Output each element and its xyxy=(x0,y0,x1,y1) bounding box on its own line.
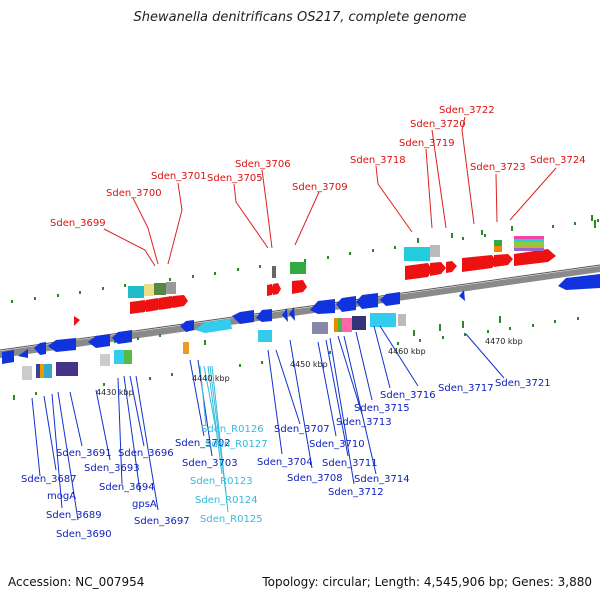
gene-label[interactable]: Sden_3715 xyxy=(354,403,410,414)
gene-sden-3704[interactable] xyxy=(232,310,254,324)
gene-sden-3706a[interactable] xyxy=(267,284,274,296)
leader-lines-bottom xyxy=(31,325,505,521)
gene-sden-3701b[interactable] xyxy=(173,295,188,308)
gene-sden-3706b[interactable] xyxy=(273,283,281,295)
genome-backbone xyxy=(0,266,600,358)
gene-label[interactable]: Sden_3708 xyxy=(287,473,343,484)
gene-sden-3722[interactable] xyxy=(462,255,497,272)
tick-label: 4460 kbp xyxy=(388,347,426,356)
gene-label[interactable]: Sden_3718 xyxy=(350,155,406,166)
forward-genes[interactable] xyxy=(74,249,556,326)
gene-label[interactable]: Sden_3720 xyxy=(410,119,466,130)
gene-label[interactable]: Sden_3699 xyxy=(50,218,106,229)
gene-sden-3709[interactable] xyxy=(292,280,307,294)
gene-sden-3719[interactable] xyxy=(430,262,446,276)
leader-lines-top xyxy=(103,116,557,267)
accession-text: Accession: NC_007954 xyxy=(8,575,145,589)
tick-label: 4430 kbp xyxy=(96,388,134,397)
rna-label[interactable]: Sden_R0125 xyxy=(200,514,263,525)
gene-label[interactable]: Sden_3703 xyxy=(182,458,238,469)
gene-sden-3724[interactable] xyxy=(514,249,556,266)
gene-sden-3717[interactable] xyxy=(459,290,465,301)
gene-sden-3702[interactable] xyxy=(180,320,194,332)
feature-boxes-top xyxy=(128,236,544,298)
gene-label[interactable]: Sden_3691 xyxy=(56,448,112,459)
gene-sden-3701[interactable] xyxy=(159,296,177,310)
gene-rev-2[interactable] xyxy=(18,349,28,358)
gene-small-red[interactable] xyxy=(74,316,80,326)
rna-gene-labels[interactable]: Sden_R0126 Sden_R0127 Sden_R0123 Sden_R0… xyxy=(190,424,268,525)
tick-label: 4470 kbp xyxy=(485,337,523,346)
rna-sden-r0126[interactable] xyxy=(195,319,232,333)
rna-genes[interactable] xyxy=(114,313,396,364)
rna-label[interactable]: Sden_R0123 xyxy=(190,476,253,487)
gene-sden-3693[interactable] xyxy=(112,330,132,344)
tick-marks xyxy=(11,215,599,400)
gene-sden-3721[interactable] xyxy=(558,274,600,290)
gene-label[interactable]: Sden_3717 xyxy=(438,383,494,394)
gene-label[interactable]: gpsA xyxy=(132,499,157,510)
gene-label[interactable]: Sden_3700 xyxy=(106,188,162,199)
top-gene-labels[interactable]: Sden_3699 Sden_3700 Sden_3701 Sden_3705 … xyxy=(50,105,586,229)
gene-sden-3711[interactable] xyxy=(336,296,356,312)
leader-lines-rna xyxy=(199,365,229,513)
rna-label[interactable]: Sden_R0124 xyxy=(195,495,258,506)
gene-sden-3718[interactable] xyxy=(405,263,432,280)
gene-label[interactable]: Sden_3704 xyxy=(257,457,313,468)
gene-label[interactable]: Sden_3714 xyxy=(354,474,410,485)
gene-sden-3687[interactable] xyxy=(2,350,14,364)
gene-label[interactable]: Sden_3689 xyxy=(46,510,102,521)
gene-label[interactable]: Sden_3701 xyxy=(151,171,207,182)
gene-label[interactable]: Sden_3723 xyxy=(470,162,526,173)
gene-label[interactable]: Sden_3693 xyxy=(84,463,140,474)
gene-sden-3708b[interactable] xyxy=(289,307,295,321)
genome-summary-text: Topology: circular; Length: 4,545,906 bp… xyxy=(262,575,592,589)
gene-label[interactable]: Sden_3710 xyxy=(309,439,365,450)
rna-label[interactable]: Sden_R0127 xyxy=(205,439,268,450)
gene-label[interactable]: Sden_3697 xyxy=(134,516,190,527)
gene-label[interactable]: Sden_3707 xyxy=(274,424,330,435)
gene-sden-3707[interactable] xyxy=(256,309,272,322)
gene-label[interactable]: Sden_3722 xyxy=(439,105,495,116)
gene-label[interactable]: Sden_3694 xyxy=(99,482,155,493)
gene-sden-3712[interactable] xyxy=(356,293,378,309)
gene-sden-3720[interactable] xyxy=(446,261,457,273)
gene-sden-3710[interactable] xyxy=(310,299,335,314)
bottom-gene-labels[interactable]: Sden_3687 mogA Sden_3689 Sden_3690 Sden_… xyxy=(21,378,551,540)
gene-label[interactable]: Sden_3696 xyxy=(118,448,174,459)
rna-sden-r0123[interactable] xyxy=(258,330,272,342)
gene-sden-3691[interactable] xyxy=(88,334,110,348)
gene-sden-3715[interactable] xyxy=(380,292,400,306)
gene-sden-3690[interactable] xyxy=(48,338,76,352)
gene-label[interactable]: Sden_3721 xyxy=(495,378,551,389)
gene-label[interactable]: Sden_3706 xyxy=(235,159,291,170)
gene-label[interactable]: mogA xyxy=(47,491,76,502)
gene-label[interactable]: Sden_3711 xyxy=(322,458,378,469)
kbp-ticks: 4430 kbp 4440 kbp 4450 kbp 4460 kbp 4470… xyxy=(96,337,523,397)
feature-boxes-bottom xyxy=(22,314,406,380)
gene-label[interactable]: Sden_3716 xyxy=(380,390,436,401)
gene-label[interactable]: Sden_3719 xyxy=(399,138,455,149)
rna-label[interactable]: Sden_R0126 xyxy=(201,424,264,435)
map-title: Shewanella denitrificans OS217, complete… xyxy=(133,10,467,25)
tick-label: 4440 kbp xyxy=(192,374,230,383)
gene-label[interactable]: Sden_3702 xyxy=(175,438,231,449)
gene-sden-3723[interactable] xyxy=(494,254,513,267)
gene-label[interactable]: Sden_3687 xyxy=(21,474,77,485)
gene-label[interactable]: Sden_3713 xyxy=(336,417,392,428)
tick-label: 4450 kbp xyxy=(290,360,328,369)
gene-label[interactable]: Sden_3724 xyxy=(530,155,586,166)
gene-label[interactable]: Sden_3712 xyxy=(328,487,384,498)
reverse-genes[interactable] xyxy=(2,274,600,364)
gene-sden-3699[interactable] xyxy=(130,300,148,314)
gene-sden-3700[interactable] xyxy=(146,298,162,312)
gene-label[interactable]: Sden_3705 xyxy=(207,173,263,184)
gene-sden-3708a[interactable] xyxy=(282,308,288,322)
gene-label[interactable]: Sden_3709 xyxy=(292,182,348,193)
gene-label[interactable]: Sden_3690 xyxy=(56,529,112,540)
gene-mogA[interactable] xyxy=(34,342,46,355)
